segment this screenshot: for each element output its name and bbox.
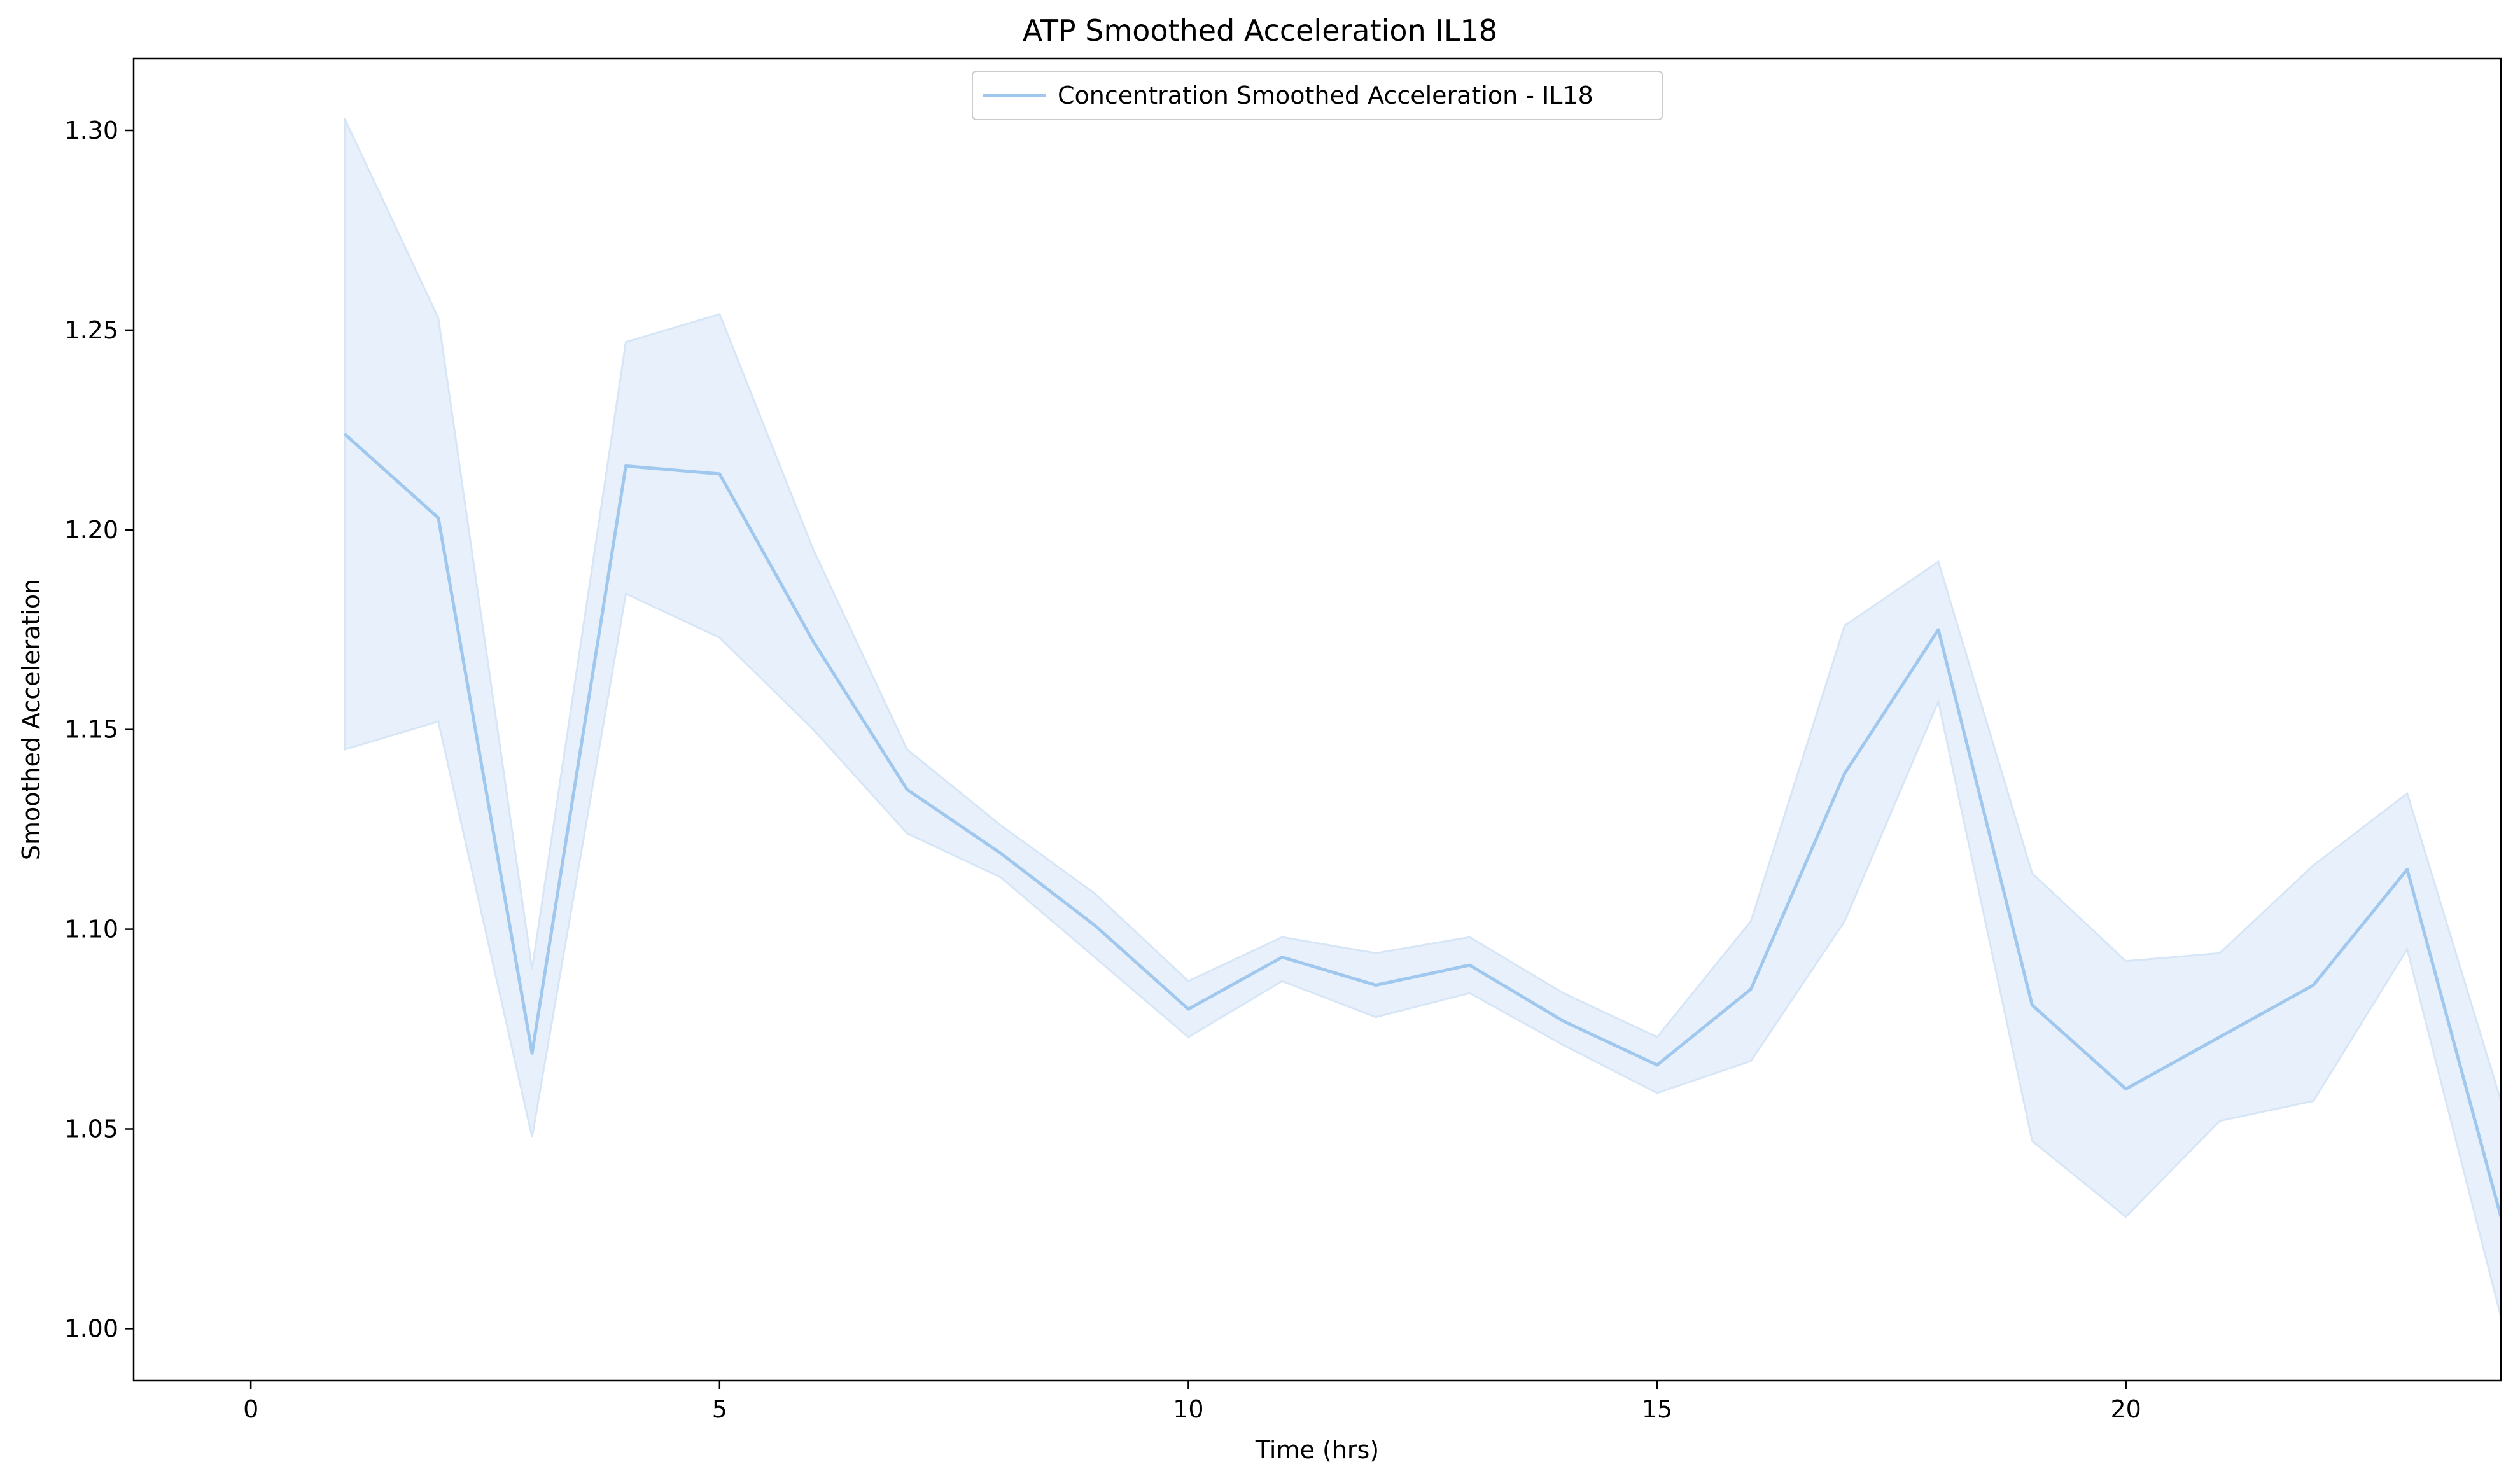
chart-title: ATP Smoothed Acceleration IL18 — [1023, 13, 1497, 48]
x-tick-label: 10 — [1173, 1395, 1203, 1423]
y-tick-label: 1.15 — [64, 716, 118, 744]
legend: Concentration Smoothed Acceleration - IL… — [972, 71, 1663, 120]
data-point — [1469, 964, 1470, 966]
y-tick-label: 1.10 — [64, 916, 118, 943]
y-axis-label: Smoothed Acceleration — [17, 579, 45, 860]
y-tick-label: 1.00 — [64, 1314, 118, 1342]
data-point — [1844, 773, 1845, 774]
series-line-0 — [343, 433, 2501, 1218]
data-point — [1187, 1008, 1189, 1010]
y-tick-label: 1.05 — [64, 1115, 118, 1143]
y-tick-label: 1.25 — [64, 316, 118, 344]
data-point — [531, 1052, 533, 1054]
x-tick-label: 15 — [1642, 1395, 1672, 1423]
y-tick-label: 1.30 — [64, 116, 118, 144]
x-tick-label: 20 — [2111, 1395, 2141, 1423]
data-point — [1563, 1020, 1564, 1022]
y-tick-label: 1.20 — [64, 516, 118, 544]
plot-frame — [132, 57, 2502, 1382]
y-axis: 1.00 1.05 1.10 1.15 1.20 1.25 1.30 — [64, 116, 134, 1342]
plot-area — [132, 57, 2502, 1382]
legend-label: Concentration Smoothed Acceleration - IL… — [1058, 81, 1593, 109]
x-axis: 0 5 10 15 20 — [243, 1381, 2141, 1423]
data-layer — [343, 118, 2501, 1317]
data-point — [1000, 853, 1002, 854]
confidence-band-series-0 — [344, 118, 2501, 1317]
x-tick-label: 5 — [712, 1395, 727, 1423]
data-point — [1656, 1064, 1658, 1066]
data-point — [1938, 629, 1939, 630]
data-point — [719, 473, 720, 475]
legend-box — [972, 71, 1663, 120]
x-axis-label: Time (hrs) — [1255, 1436, 1379, 1464]
data-point — [344, 433, 345, 435]
x-tick-label: 0 — [243, 1395, 258, 1423]
data-point — [813, 641, 814, 643]
